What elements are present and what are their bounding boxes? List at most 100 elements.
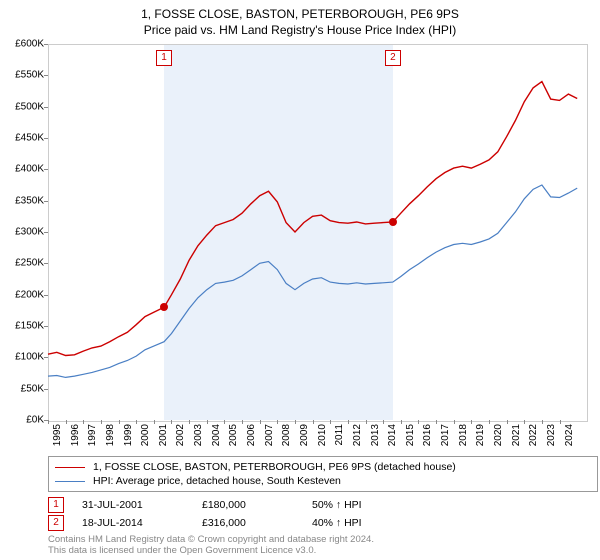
y-tick [44,232,48,233]
y-tick [44,201,48,202]
x-tick [454,420,455,424]
chart-area: £0K£50K£100K£150K£200K£250K£300K£350K£40… [48,44,586,420]
x-axis-label: 2015 [405,424,416,446]
x-axis-label: 2017 [440,424,451,446]
x-axis-label: 2024 [564,424,575,446]
x-axis-label: 2000 [140,424,151,446]
x-tick [242,420,243,424]
x-tick [207,420,208,424]
legend-label: 1, FOSSE CLOSE, BASTON, PETERBOROUGH, PE… [93,460,456,474]
x-axis-label: 2014 [387,424,398,446]
y-axis-label: £350K [15,195,44,206]
legend-swatch [55,467,85,468]
legend-row: HPI: Average price, detached house, Sout… [55,474,591,488]
sale-dot [160,303,168,311]
y-axis-label: £200K [15,289,44,300]
x-tick [119,420,120,424]
y-axis-label: £300K [15,227,44,238]
y-axis-label: £500K [15,101,44,112]
y-tick [44,389,48,390]
x-axis-label: 2007 [264,424,275,446]
x-axis-label: 2023 [546,424,557,446]
x-axis-label: 2012 [352,424,363,446]
footer-line1: Contains HM Land Registry data © Crown c… [48,534,374,545]
sale-price: £180,000 [202,499,312,511]
legend-label: HPI: Average price, detached house, Sout… [93,474,341,488]
x-axis-label: 2009 [299,424,310,446]
x-tick [489,420,490,424]
x-tick [366,420,367,424]
x-axis-label: 2013 [370,424,381,446]
x-tick [171,420,172,424]
y-axis-label: £150K [15,321,44,332]
x-tick [295,420,296,424]
series-property [48,82,577,356]
sale-num-box: 1 [48,497,64,513]
sale-date: 31-JUL-2001 [82,499,202,511]
x-tick [277,420,278,424]
x-axis-label: 2002 [175,424,186,446]
x-axis-label: 2019 [475,424,486,446]
y-axis-label: £100K [15,352,44,363]
chart-svg [48,44,586,420]
legend: 1, FOSSE CLOSE, BASTON, PETERBOROUGH, PE… [48,456,598,492]
x-tick [154,420,155,424]
x-axis-label: 2006 [246,424,257,446]
x-axis-label: 1998 [105,424,116,446]
x-tick [507,420,508,424]
sale-pct: 50% ↑ HPI [312,499,392,511]
x-tick [224,420,225,424]
y-tick [44,295,48,296]
legend-row: 1, FOSSE CLOSE, BASTON, PETERBOROUGH, PE… [55,460,591,474]
sale-dot [389,218,397,226]
x-tick [83,420,84,424]
y-axis-label: £0K [26,415,44,426]
x-tick [189,420,190,424]
x-axis-label: 2004 [211,424,222,446]
y-tick [44,75,48,76]
sales-table: 1 31-JUL-2001£180,00050% ↑ HPI 2 18-JUL-201… [48,496,392,532]
y-axis-label: £50K [21,383,44,394]
x-axis-label: 2022 [528,424,539,446]
x-axis-label: 2018 [458,424,469,446]
y-tick [44,357,48,358]
y-axis-label: £250K [15,258,44,269]
x-axis-label: 2021 [511,424,522,446]
y-axis-label: £400K [15,164,44,175]
y-axis-label: £450K [15,133,44,144]
x-axis-label: 1997 [87,424,98,446]
y-tick [44,263,48,264]
sale-marker-box: 2 [385,50,401,66]
y-tick [44,138,48,139]
y-axis-label: £550K [15,70,44,81]
y-tick [44,326,48,327]
x-tick [524,420,525,424]
title-subtitle: Price paid vs. HM Land Registry's House … [0,22,600,38]
x-tick [330,420,331,424]
x-axis-label: 2020 [493,424,504,446]
x-tick [101,420,102,424]
x-tick [136,420,137,424]
x-tick [401,420,402,424]
x-axis-label: 2001 [158,424,169,446]
y-tick [44,169,48,170]
x-tick [383,420,384,424]
x-tick [66,420,67,424]
title-address: 1, FOSSE CLOSE, BASTON, PETERBOROUGH, PE… [0,6,600,22]
series-hpi [48,185,577,377]
x-tick [418,420,419,424]
sale-price: £316,000 [202,517,312,529]
x-tick [260,420,261,424]
x-axis-label: 2011 [334,424,345,446]
sale-date: 18-JUL-2014 [82,517,202,529]
legend-swatch [55,481,85,482]
x-axis-label: 2016 [422,424,433,446]
x-axis-label: 2010 [317,424,328,446]
sale-row: 1 31-JUL-2001£180,00050% ↑ HPI [48,496,392,514]
y-tick [44,44,48,45]
footer: Contains HM Land Registry data © Crown c… [48,534,374,556]
x-tick [436,420,437,424]
x-axis-label: 2008 [281,424,292,446]
sale-num-box: 2 [48,515,64,531]
x-tick [471,420,472,424]
